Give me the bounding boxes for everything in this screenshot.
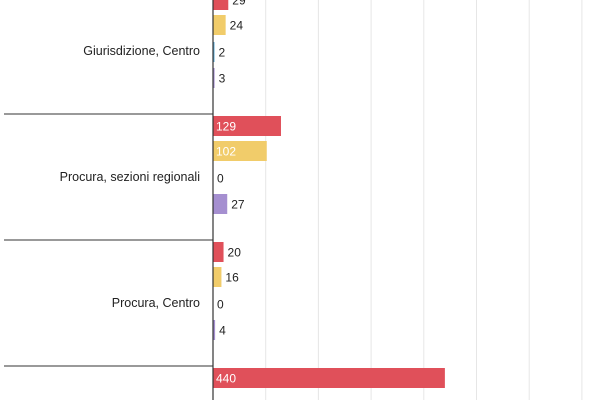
value-label: 440 [216,372,236,386]
value-label: 20 [228,246,242,260]
category-label: Procura, Centro [112,296,200,310]
value-label: 2 [219,46,226,60]
value-label: 0 [217,172,224,186]
value-label: 16 [225,271,239,285]
bar [213,242,224,262]
value-label: 27 [231,198,245,212]
bar [213,194,228,214]
value-label: 3 [219,72,226,86]
category-label: Procura, sezioni regionali [60,170,200,184]
category-label: Giurisdizione, Centro [83,44,200,58]
bar [213,267,222,287]
bar [213,42,215,62]
bar [213,320,216,340]
bar [213,15,226,35]
value-label: 24 [230,19,244,33]
value-label: 129 [216,120,236,134]
value-label: 4 [219,324,226,338]
bar [213,141,267,161]
bar [213,68,215,88]
bar [213,368,445,388]
bar [213,116,281,136]
value-label: 102 [216,145,236,159]
value-label: 29 [232,0,246,8]
bar [213,0,229,10]
value-label: 0 [217,298,224,312]
